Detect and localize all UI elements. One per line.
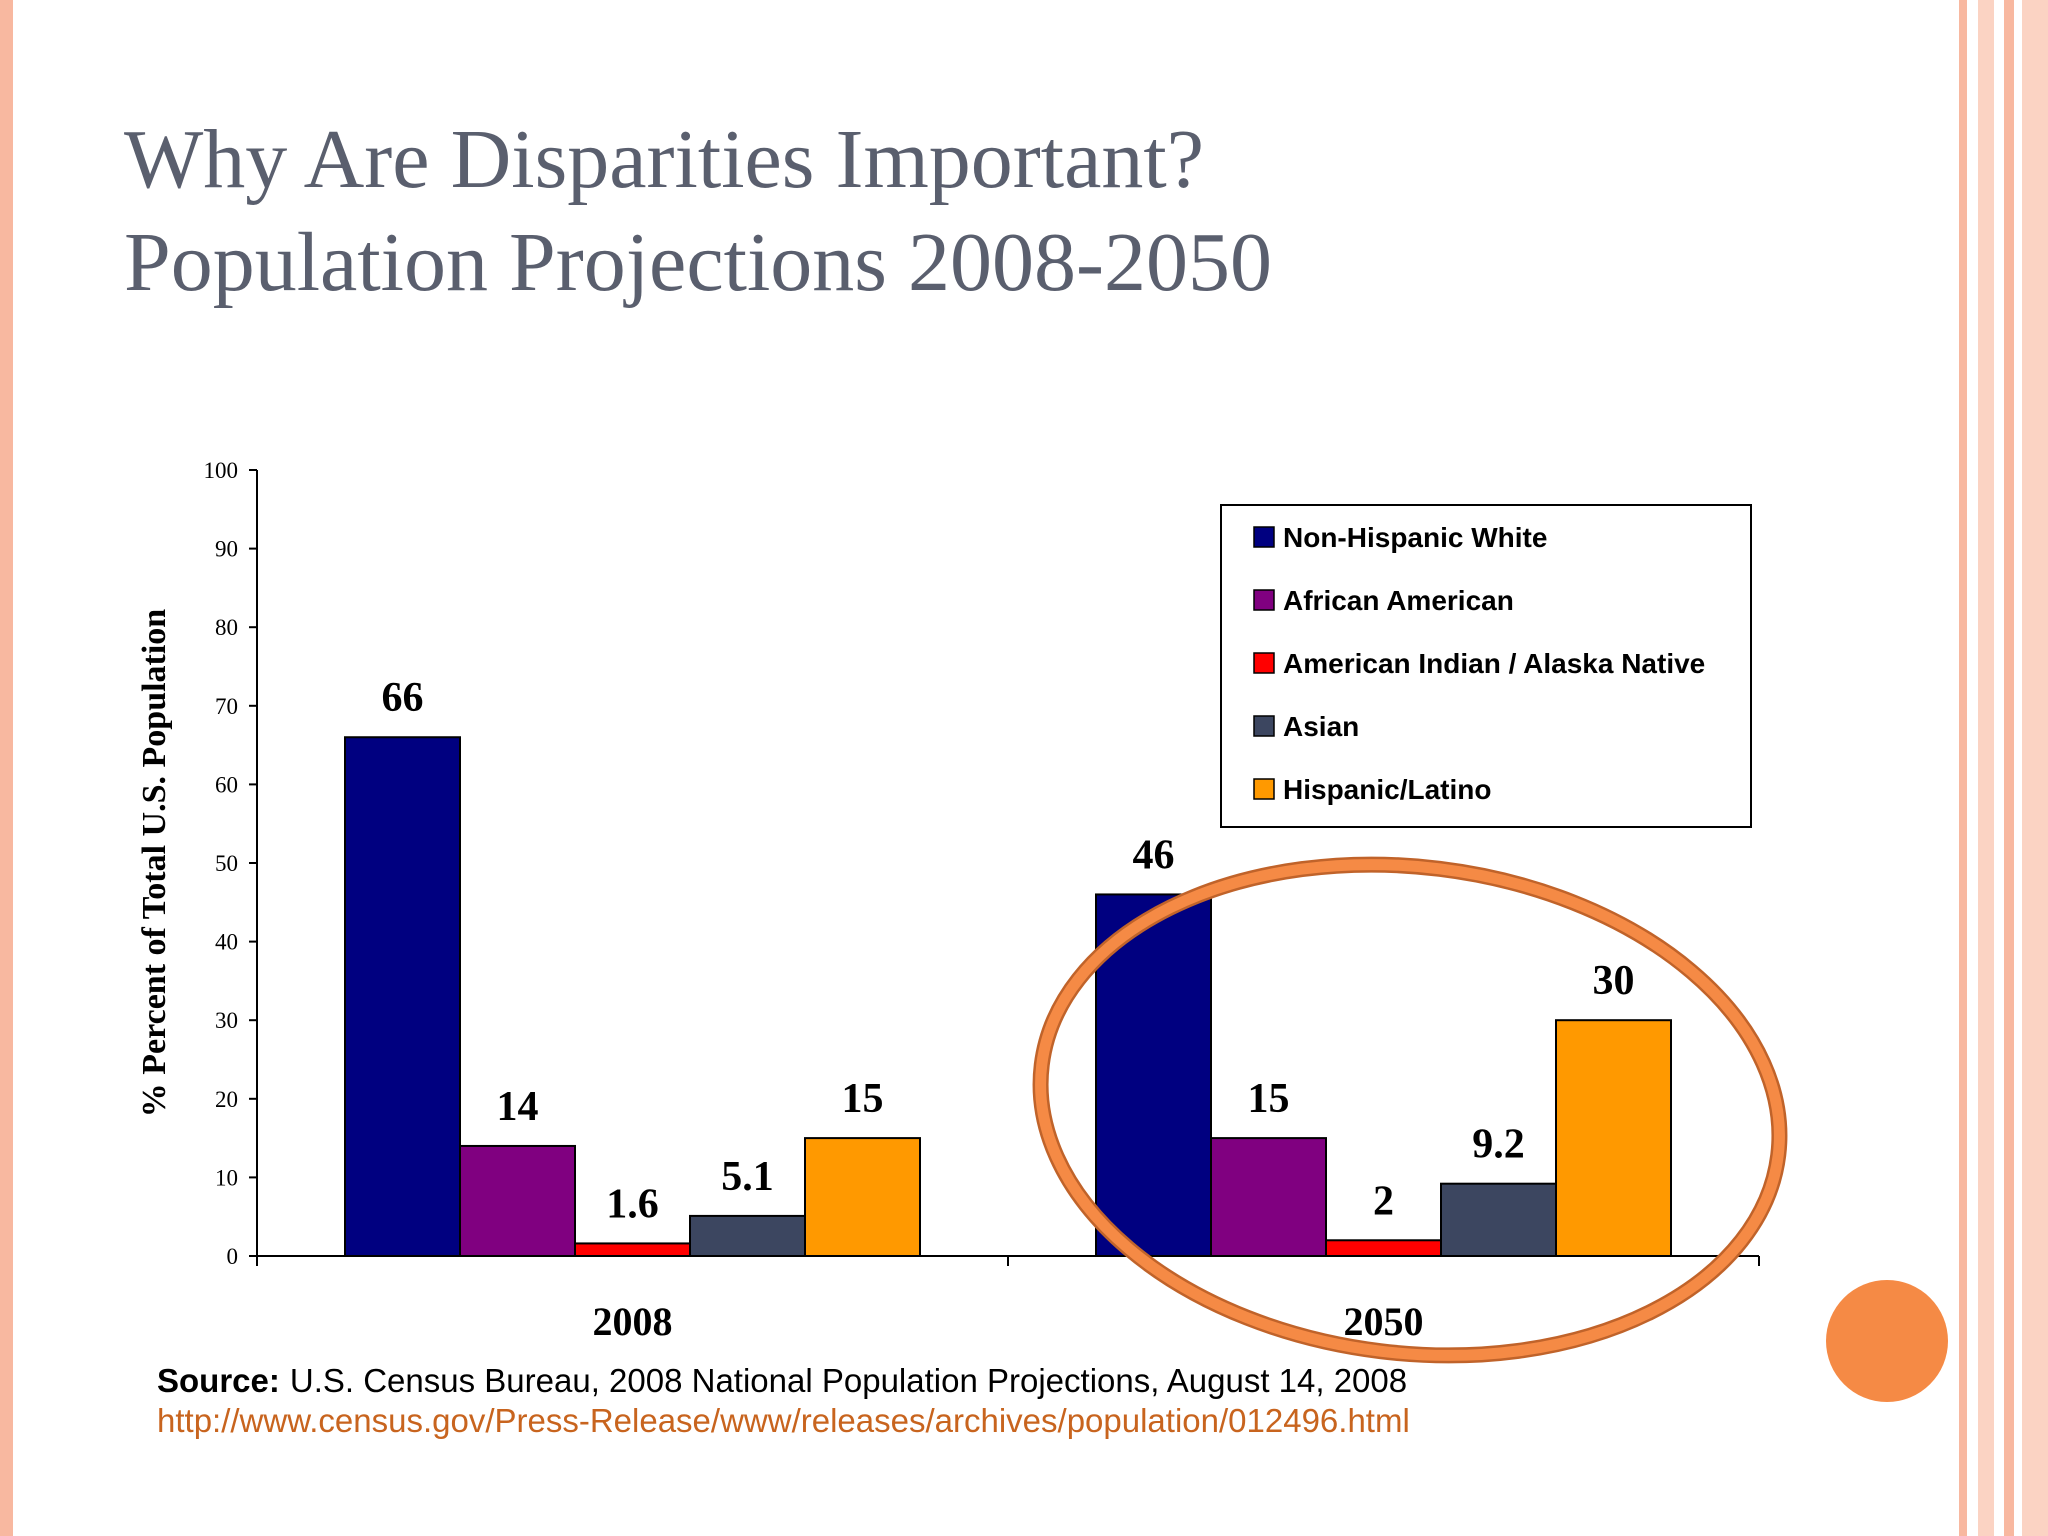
bar: [689, 1214, 806, 1257]
bar: [574, 1242, 691, 1257]
x-tick-label: 2008: [593, 1299, 673, 1344]
source: Source: U.S. Census Bureau, 2008 National…: [157, 1362, 1407, 1399]
legend-label: Hispanic/Latino: [1283, 774, 1491, 805]
bar: [804, 1137, 921, 1257]
data-label: 9.2: [1472, 1122, 1525, 1168]
legend-label: Asian: [1283, 711, 1359, 742]
source-url[interactable]: http://www.census.gov/Press-Release/www/…: [157, 1402, 1410, 1439]
bar: [459, 1144, 576, 1257]
source-label: Source:: [157, 1362, 280, 1399]
data-label: 15: [842, 1076, 884, 1122]
data-label: 14: [497, 1084, 539, 1130]
data-label: 66: [382, 675, 424, 721]
y-tick-label: 90: [215, 537, 238, 562]
slide-subtitle: Population Projections 2008-2050: [124, 216, 1272, 309]
y-tick-label: 70: [215, 694, 238, 719]
y-tick-label: 20: [215, 1087, 238, 1112]
left-border: [0, 0, 13, 1536]
data-label: 30: [1593, 958, 1635, 1004]
bar: [1210, 1137, 1327, 1257]
bar: [1555, 1019, 1672, 1258]
y-tick-label: 0: [227, 1244, 239, 1269]
legend-label: Non-Hispanic White: [1283, 522, 1547, 553]
x-tick-label: 2050: [1344, 1299, 1424, 1344]
data-label: 5.1: [721, 1154, 774, 1200]
data-label: 1.6: [606, 1181, 659, 1227]
legend-swatch: [1253, 589, 1275, 611]
data-label: 46: [1133, 832, 1175, 878]
data-label: 2: [1373, 1178, 1394, 1224]
legend-box: [1220, 504, 1752, 828]
y-tick-label: 80: [215, 615, 238, 640]
slide-title: Why Are Disparities Important?: [124, 113, 1204, 206]
y-tick-label: 40: [215, 930, 238, 955]
y-tick-label: 10: [215, 1165, 238, 1190]
y-tick-label: 60: [215, 772, 238, 797]
legend-swatch: [1253, 652, 1275, 674]
right-stripe: [2004, 0, 2014, 1536]
chart: 0 10 20 30 40 50 60 70 80 90 100 % Percent of Total…: [136, 458, 1760, 1344]
data-label: 15: [1248, 1076, 1290, 1122]
decor-circle: [1826, 1280, 1948, 1402]
source-text: U.S. Census Bureau, 2008 National Popula…: [290, 1362, 1407, 1399]
legend-swatch: [1253, 778, 1275, 800]
right-stripe: [1978, 0, 1994, 1536]
bar: [1440, 1182, 1557, 1257]
y-axis-label: % Percent of Total U.S. Population: [136, 609, 173, 1118]
right-stripe: [1959, 0, 1967, 1536]
y-tick-label: 50: [215, 851, 238, 876]
legend-swatch: [1253, 526, 1275, 548]
highlight-ellipse: [1035, 859, 1785, 1361]
bar: [1325, 1239, 1442, 1258]
y-tick-label: 100: [204, 458, 239, 483]
legend-label: African American: [1283, 585, 1514, 616]
legend-swatch: [1253, 715, 1275, 737]
right-stripe: [2022, 0, 2048, 1536]
y-tick-label: 30: [215, 1008, 238, 1033]
bar: [344, 736, 461, 1257]
bar: [1095, 893, 1212, 1257]
legend-label: American Indian / Alaska Native: [1283, 648, 1705, 679]
